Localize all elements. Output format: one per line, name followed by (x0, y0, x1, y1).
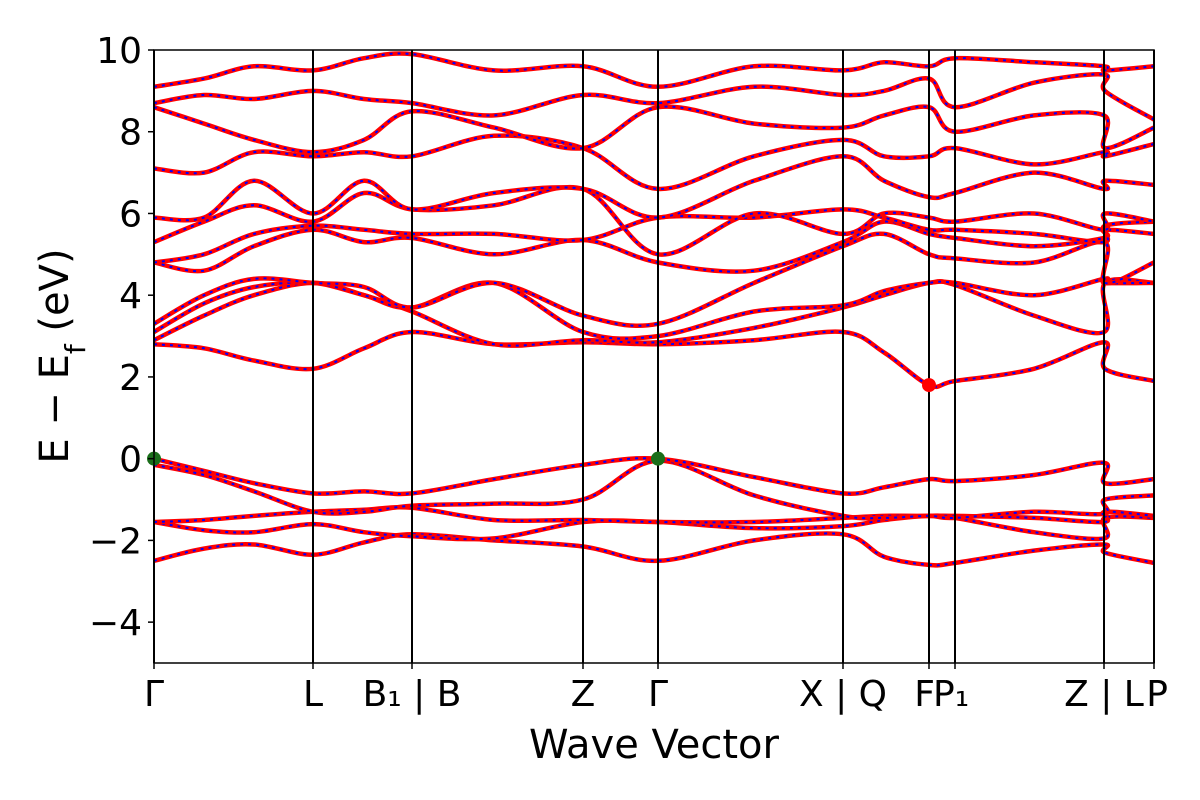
y-axis-title: E − Ef (eV) (32, 248, 92, 463)
y-axis-title-unit: (eV) (32, 248, 78, 344)
band-6-line (154, 329, 1154, 390)
band-15-line (154, 104, 1154, 155)
band-9-line (154, 231, 1154, 329)
band-9-dashed-overlay (154, 232, 1154, 327)
y-tick-label-1: −4 (89, 603, 142, 644)
x-tick-label-1: Γ (144, 674, 164, 715)
y-tick-label-2: −2 (89, 521, 142, 562)
y-tick-label-5: 4 (119, 276, 142, 317)
x-tick-label-6: X | Q (799, 674, 887, 715)
band-16-line (154, 72, 1154, 122)
band-14-line (154, 133, 1154, 192)
band-16-dashed-overlay (154, 73, 1154, 121)
band-6-dashed-overlay (154, 330, 1154, 388)
band-4-line (154, 458, 1154, 521)
y-ticks-layer: −4 −2 0 2 4 6 8 10 (89, 31, 154, 644)
band-3-dashed-overlay (154, 506, 1154, 524)
x-tick-label-5: Γ (648, 674, 668, 715)
x-tick-label-3: B₁ | B (363, 674, 462, 715)
extremum-point-2 (651, 451, 665, 466)
band-14-dashed-overlay (154, 134, 1154, 190)
bands-layer (154, 51, 1154, 568)
x-tick-label-4: Z (571, 674, 596, 715)
special-points-layer (147, 378, 936, 466)
band-15-dashed-overlay (154, 105, 1154, 154)
x-tick-label-8: P₁ (933, 674, 969, 715)
x-tick-label-10: P (1146, 674, 1168, 715)
x-tick-label-9: Z | L (1064, 674, 1144, 715)
band-8-dashed-overlay (154, 277, 1154, 340)
band-4-dashed-overlay (154, 459, 1154, 520)
y-tick-label-8: 10 (96, 31, 142, 72)
kpoint-lines-layer (153, 50, 1155, 663)
y-tick-label-7: 8 (119, 113, 142, 154)
y-tick-label-6: 6 (119, 194, 142, 235)
y-tick-label-4: 2 (119, 358, 142, 399)
extremum-point-3 (922, 378, 936, 393)
x-tick-label-7: F (914, 674, 935, 715)
plot-frame (153, 49, 1155, 664)
x-axis-title: Wave Vector (529, 722, 780, 768)
x-tick-label-2: L (303, 674, 323, 715)
band-8-line (154, 276, 1154, 341)
y-axis-title-subscript: f (59, 343, 92, 354)
band-1-line (154, 531, 1154, 568)
y-tick-label-3: 0 (119, 440, 142, 481)
